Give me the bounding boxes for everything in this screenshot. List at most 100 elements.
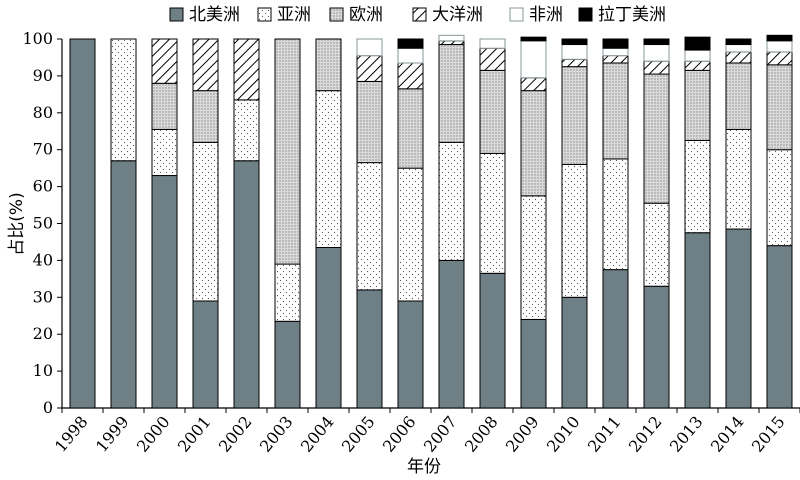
- bar-stack-2005: [356, 38, 383, 409]
- bar-stack-2014: [725, 38, 752, 409]
- bar-segment-2008-2: [479, 69, 506, 154]
- bar-stack-2015: [766, 34, 793, 409]
- bar-segment-2005-0: [356, 289, 383, 409]
- bar-segment-2009-1: [520, 195, 547, 320]
- y-tick-label: 100: [22, 29, 53, 48]
- bar-segment-2008-1: [479, 152, 506, 274]
- legend-swatch: [412, 7, 427, 22]
- bar-segment-2000-0: [151, 175, 178, 409]
- bar-segment-2006-1: [397, 167, 424, 302]
- bar-segment-2015-0: [766, 245, 793, 409]
- bar-stack-2013: [684, 36, 711, 409]
- bar-segment-2013-5: [684, 36, 711, 51]
- x-tick-label: 2002: [215, 412, 256, 455]
- x-tick-label: 2012: [625, 412, 666, 455]
- x-tick-label: 2015: [748, 412, 789, 455]
- bar-segment-2008-4: [479, 38, 506, 49]
- y-tick-label: 40: [33, 250, 53, 269]
- bar-segment-2010-4: [561, 44, 588, 60]
- x-tick-label: 1999: [92, 412, 133, 455]
- bar-segment-2014-4: [725, 44, 752, 53]
- bar-segment-2007-0: [438, 259, 465, 409]
- bar-segment-2010-3: [561, 58, 588, 68]
- bar-segment-2010-5: [561, 38, 588, 46]
- y-tick-label: 80: [33, 103, 53, 122]
- bar-stack-2004: [315, 38, 342, 409]
- bar-segment-2015-1: [766, 149, 793, 247]
- y-tick-label: 10: [33, 361, 53, 380]
- legend-item: 大洋洲: [412, 5, 483, 25]
- bar-segment-2005-4: [356, 38, 383, 57]
- axes: 0 10 20 30 40 50 60 70 80 90 100: [22, 29, 800, 417]
- bar-segment-2003-1: [274, 263, 301, 322]
- bar-segment-2009-2: [520, 90, 547, 197]
- bar-segment-2004-2: [315, 38, 342, 92]
- bar-segment-2015-2: [766, 64, 793, 151]
- bar-stack-1998: [69, 38, 96, 409]
- bar-segment-1999-1: [110, 38, 137, 162]
- bar-segment-2009-4: [520, 40, 547, 79]
- x-tick-label: 2005: [338, 412, 379, 455]
- bar-segment-2014-3: [725, 51, 752, 64]
- bar-stack-2001: [192, 38, 219, 409]
- legend-item: 北美洲: [169, 5, 240, 25]
- bar-segment-2014-1: [725, 128, 752, 230]
- bar-stack-1999: [110, 38, 137, 409]
- x-tick-label: 2008: [461, 412, 502, 455]
- bar-segment-2013-0: [684, 232, 711, 409]
- bar-segment-2006-0: [397, 300, 424, 409]
- bars: 1998 1999 2000 2001 2002 2003 2004 2005 2006 2007…: [51, 34, 793, 456]
- x-tick-label: 1998: [51, 412, 92, 455]
- x-tick-label: 2001: [174, 412, 215, 455]
- legend-item: 拉丁美洲: [578, 5, 666, 25]
- legend-label: 非洲: [529, 5, 563, 25]
- bar-segment-2013-2: [684, 69, 711, 141]
- legend-swatch: [257, 7, 272, 22]
- bar-stack-2002: [233, 38, 260, 409]
- bar-segment-2003-2: [274, 38, 301, 265]
- bar-stack-2010: [561, 38, 588, 409]
- bar-segment-2005-1: [356, 162, 383, 291]
- y-axis-title: 占比(%): [7, 192, 27, 255]
- bar-stack-2012: [643, 38, 670, 409]
- bar-stack-2008: [479, 38, 506, 409]
- bar-stack-2006: [397, 38, 424, 409]
- bar-stack-2007: [438, 34, 465, 409]
- bar-segment-2001-3: [192, 38, 219, 92]
- bar-segment-2008-3: [479, 47, 506, 71]
- legend-label: 拉丁美洲: [598, 5, 666, 25]
- bar-segment-2003-0: [274, 320, 301, 409]
- bar-segment-2013-3: [684, 60, 711, 71]
- bar-segment-2010-2: [561, 66, 588, 165]
- bar-segment-2006-5: [397, 38, 424, 49]
- bar-segment-2001-0: [192, 300, 219, 409]
- bar-stack-2009: [520, 36, 547, 409]
- bar-segment-2011-0: [602, 269, 629, 409]
- bar-segment-2011-5: [602, 38, 629, 49]
- legend-item: 亚洲: [257, 5, 311, 25]
- bar-segment-2010-0: [561, 296, 588, 409]
- bar-segment-2015-3: [766, 51, 793, 66]
- y-tick-label: 30: [33, 287, 53, 306]
- legend-swatch: [169, 7, 184, 22]
- legend-label: 亚洲: [277, 5, 311, 25]
- bar-segment-2002-0: [233, 160, 260, 409]
- x-tick-label: 2006: [379, 412, 420, 455]
- bar-segment-2002-1: [233, 99, 260, 162]
- legend: 北美洲 亚洲 欧洲 大洋洲 非洲 拉丁美洲: [169, 5, 666, 25]
- bar-segment-2002-3: [233, 38, 260, 101]
- y-tick-label: 0: [43, 398, 53, 417]
- bar-segment-2012-0: [643, 285, 670, 409]
- bar-segment-2007-3: [438, 40, 465, 46]
- legend-swatch: [509, 7, 524, 22]
- bar-segment-2007-2: [438, 44, 465, 143]
- bar-segment-2007-4: [438, 34, 465, 42]
- x-axis-title: 年份: [407, 457, 441, 477]
- bar-segment-2005-2: [356, 80, 383, 164]
- bar-stack-2011: [602, 38, 629, 409]
- bar-segment-2012-3: [643, 60, 670, 75]
- legend-label: 北美洲: [189, 5, 240, 25]
- bar-segment-2009-3: [520, 77, 547, 92]
- x-tick-label: 2004: [297, 412, 338, 455]
